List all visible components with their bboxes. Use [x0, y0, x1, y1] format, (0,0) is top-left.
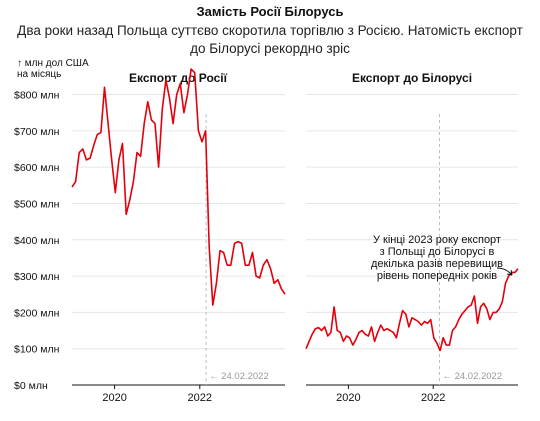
y-tick-label: $0 млн	[14, 380, 48, 392]
y-tick-label: $200 млн	[14, 307, 60, 319]
x-tick-label: 2020	[102, 392, 126, 404]
annotation-line: У кінці 2023 року експорт	[373, 234, 501, 246]
annotation-arrow	[496, 267, 513, 276]
annotation-line: декілька разів перевищив	[371, 258, 503, 270]
y-tick-label: $500 млн	[14, 198, 60, 210]
y-unit-label: ↑ млн дол США на місяць	[17, 58, 97, 80]
annotation-arrowhead	[506, 269, 513, 276]
y-unit-line-2: на місяць	[17, 69, 62, 80]
chart-subtitle: Два роки назад Польща суттєво скоротила …	[17, 23, 523, 56]
event-label: ← 24.02.2022	[209, 371, 269, 382]
y-tick-label: $300 млн	[14, 271, 60, 283]
chart-title: Замість Росії Білорусь	[196, 4, 344, 19]
panel-title: Експорт до Білорусі	[352, 71, 472, 85]
y-tick-label: $800 млн	[14, 90, 60, 102]
y-tick-label: $700 млн	[14, 126, 60, 138]
event-label: ← 24.02.2022	[442, 371, 502, 382]
panel-title: Експорт до Росії	[129, 71, 228, 85]
x-tick-label: 2022	[188, 392, 212, 404]
x-tick-label: 2022	[421, 392, 445, 404]
annotation-line: рівень попередніх років	[377, 270, 497, 282]
annotation-line: з Польщі до Білорусі в	[380, 246, 495, 258]
series-line	[71, 68, 286, 306]
series-line	[305, 268, 519, 352]
y-tick-label: $600 млн	[14, 162, 60, 174]
y-tick-label: $400 млн	[14, 235, 60, 247]
y-tick-label: $100 млн	[14, 344, 60, 356]
y-unit-line-1: ↑ млн дол США	[17, 58, 89, 69]
x-tick-label: 2020	[336, 392, 360, 404]
